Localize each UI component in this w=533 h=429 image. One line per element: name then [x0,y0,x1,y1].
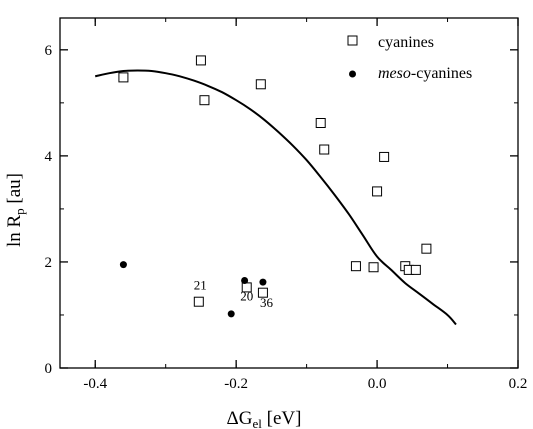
x-tick-label: -0.4 [83,376,107,392]
y-tick-label: 0 [45,361,53,377]
point-cyanines [193,296,204,307]
point-meso-cyanines [227,310,235,318]
x-tick-label: 0.2 [509,376,528,392]
axis-ticks [60,18,519,369]
x-tick-label: 0.0 [368,376,387,392]
y-axis-label-main: ln R [4,214,25,247]
point-meso-cyanines [259,278,267,286]
legend-label-meso-cyanines: meso-cyanines [378,65,472,82]
x-axis-label-unit: [eV] [262,408,302,429]
x-axis-label-sub: el [253,416,263,429]
x-tick-label: -0.2 [224,376,248,392]
point-label: 36 [260,295,274,310]
y-axis-label: ln Rp [au] [4,173,27,247]
legend: cyanines meso-cyanines [347,34,472,82]
point-meso-cyanines [119,261,127,269]
point-cyanines [319,144,330,155]
y-tick-label: 4 [45,149,53,165]
point-cyanines [199,95,210,106]
point-label: 20 [240,289,253,304]
legend-marker-cyanines [347,35,358,46]
point-cyanines [257,287,268,298]
point-cyanines [410,264,421,275]
y-axis-label-unit: [au] [4,173,25,208]
x-axis-label: ΔGel [eV] [227,408,302,429]
point-cyanines [368,262,379,273]
point-meso-cyanines [241,277,249,284]
y-axis-label-sub: p [12,208,27,215]
legend-label-meso-italic: meso [378,65,411,82]
fit-curve [94,69,457,326]
point-label: 21 [194,278,207,293]
point-cyanines [372,186,383,197]
axis-tick-labels: -0.4 -0.2 0.0 0.2 0 2 4 6 [45,43,528,392]
legend-label-cyanines: cyanines [378,34,434,51]
data-points [118,55,432,318]
point-cyanines [350,261,361,272]
legend-label-meso-rest: -cyanines [411,65,472,82]
point-cyanines [255,79,266,90]
point-cyanines [421,243,432,254]
point-cyanines [195,55,206,66]
x-axis-label-main: ΔG [227,408,253,429]
y-tick-label: 6 [45,43,53,59]
point-cyanines [118,72,129,83]
y-tick-label: 2 [45,255,53,271]
plot-frame [59,17,519,369]
legend-marker-meso-cyanines [349,70,356,78]
point-cyanines [315,118,326,128]
point-annotations: 21 20 36 [194,278,274,311]
point-cyanines [379,151,390,162]
